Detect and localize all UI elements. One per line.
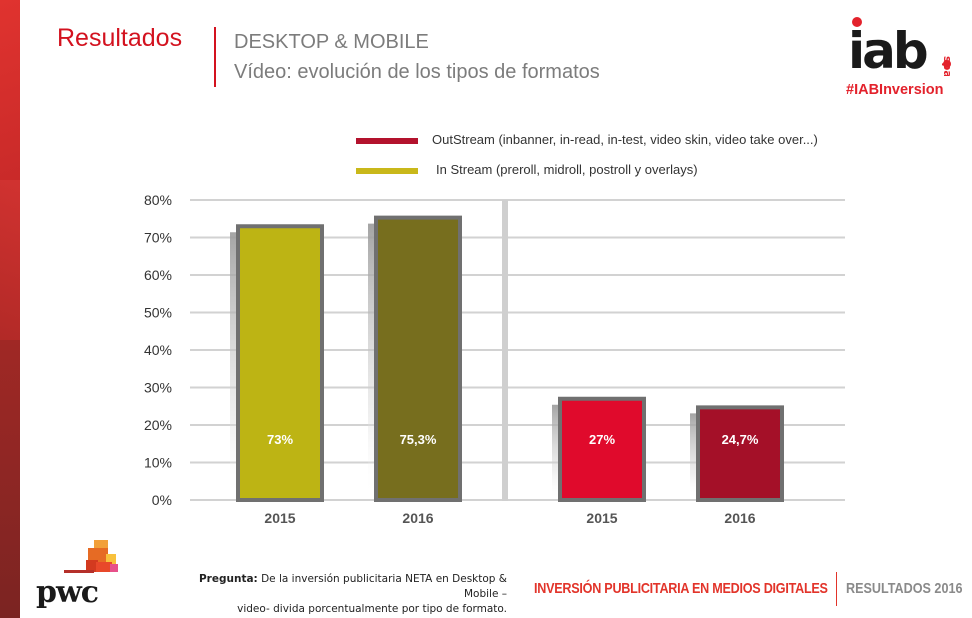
iab-spain-logo: iab spain — [848, 17, 954, 76]
band-facet — [0, 180, 20, 340]
bar-shadow — [368, 223, 378, 500]
bar-instream-2016 — [374, 215, 462, 502]
bar-shadow — [690, 413, 700, 500]
bar-shadow — [552, 404, 562, 500]
iab-logo-dot — [852, 17, 862, 27]
legend-swatch-instream — [356, 168, 418, 174]
legend-label-instream: In Stream (preroll, midroll, postroll y … — [436, 162, 698, 177]
y-tick-label: 60% — [144, 267, 172, 283]
pwc-logo-block — [94, 540, 108, 550]
bar-outstream-2015 — [558, 396, 646, 502]
footer-divider — [836, 572, 837, 606]
footer-report-edition: RESULTADOS 2016 — [846, 580, 963, 597]
bar-value-label: 27% — [589, 432, 615, 447]
pwc-logo-block — [110, 564, 118, 572]
footer-question: Pregunta: De la inversión publicitaria N… — [172, 572, 507, 617]
footer-report-title: INVERSIÓN PUBLICITARIA EN MEDIOS DIGITAL… — [534, 580, 828, 597]
x-tick-label: 2015 — [264, 510, 295, 526]
legend-label-outstream: OutStream (inbanner, in-read, in-test, v… — [432, 132, 818, 147]
pwc-logo-block — [106, 554, 116, 566]
footer-question-text-1: De la inversión publicitaria NETA en Des… — [261, 573, 507, 600]
header-divider — [214, 27, 216, 87]
bar-value-label: 24,7% — [722, 432, 759, 447]
page-subtitle-1: DESKTOP & MOBILE — [234, 31, 429, 53]
y-tick-label: 70% — [144, 230, 172, 246]
y-tick-label: 0% — [152, 492, 172, 508]
y-tick-label: 80% — [144, 192, 172, 208]
y-tick-label: 30% — [144, 380, 172, 396]
pwc-logo: pwc — [36, 540, 118, 610]
pwc-logo-block — [96, 562, 112, 572]
y-tick-label: 40% — [144, 342, 172, 358]
pwc-logo-block — [88, 548, 108, 562]
page-subtitle-2: Vídeo: evolución de los tipos de formato… — [234, 61, 600, 83]
band-facet — [0, 0, 20, 180]
pwc-logo-block — [86, 560, 98, 572]
section-title: Resultados — [57, 24, 183, 52]
bar-value-label: 73% — [267, 432, 293, 447]
legend-swatch-outstream — [356, 138, 418, 144]
footer-question-label: Pregunta: — [198, 573, 258, 585]
iab-logo-sub: spain — [941, 56, 954, 76]
x-tick-label: 2015 — [586, 510, 617, 526]
y-tick-label: 20% — [144, 417, 172, 433]
band-facet — [0, 340, 20, 618]
x-tick-label: 2016 — [724, 510, 755, 526]
pwc-logo-text: pwc — [36, 575, 98, 610]
bar-shadow — [230, 232, 240, 500]
y-tick-label: 10% — [144, 455, 172, 471]
y-tick-label: 50% — [144, 305, 172, 321]
pwc-logo-bar — [64, 570, 94, 573]
bar-instream-2015 — [236, 224, 324, 502]
iab-logo-text: iab — [848, 22, 927, 76]
left-decorative-band — [0, 0, 20, 618]
hashtag: #IABInversion — [846, 82, 944, 98]
iab-logo-dot-2 — [943, 60, 951, 68]
bar-value-label: 75,3% — [400, 432, 437, 447]
footer-question-text-2: video- divida porcentualmente por tipo d… — [237, 603, 507, 615]
group-separator — [502, 200, 508, 501]
x-tick-label: 2016 — [402, 510, 433, 526]
bar-outstream-2016 — [696, 405, 784, 502]
